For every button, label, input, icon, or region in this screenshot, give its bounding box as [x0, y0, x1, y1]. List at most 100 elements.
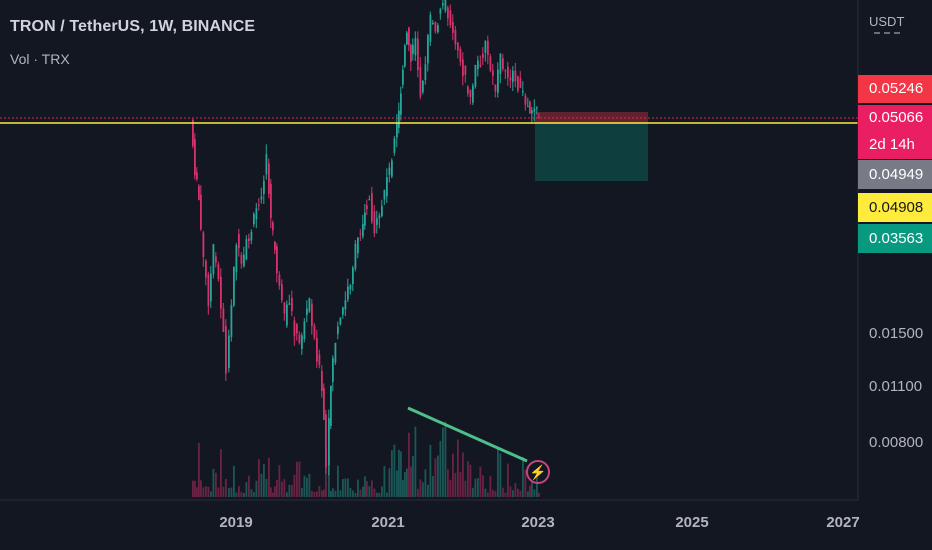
candle-body	[334, 342, 337, 363]
candle-body	[517, 76, 519, 91]
volume-bar	[499, 453, 502, 497]
candle-body	[200, 194, 202, 230]
candle-body	[487, 40, 489, 56]
lightning-icon[interactable]: ⚡	[526, 460, 550, 484]
volume-bar	[439, 441, 442, 497]
volume-bar	[298, 461, 301, 497]
volume-bar	[432, 475, 434, 497]
price-badge-line: 0.04908	[858, 193, 932, 222]
candle-body	[240, 254, 243, 264]
volume-bar	[381, 486, 383, 497]
target-zone	[535, 123, 648, 181]
volume-bar	[265, 478, 268, 497]
volume-bar	[357, 479, 359, 497]
volume-bar	[376, 492, 378, 497]
candle-body	[402, 69, 404, 85]
candle-body	[207, 274, 210, 306]
candle-body	[410, 45, 412, 62]
volume-bar	[334, 490, 337, 497]
candle-body	[321, 370, 323, 392]
volume-bar	[533, 489, 536, 497]
candle-body	[459, 48, 462, 62]
candle-body	[344, 300, 347, 310]
candle-body	[255, 208, 258, 220]
trend-line[interactable]	[407, 406, 528, 463]
volume-bar	[253, 492, 255, 497]
volume-bar	[278, 465, 281, 497]
candle-body	[417, 38, 419, 71]
candle-body	[220, 276, 222, 309]
candle-body	[198, 185, 200, 200]
volume-series	[192, 421, 540, 497]
candle-body	[462, 59, 464, 77]
volume-bar	[467, 461, 469, 497]
candle-body	[538, 116, 540, 118]
candle-body	[492, 70, 494, 76]
volume-bar	[529, 485, 531, 497]
volume-bar	[200, 480, 202, 497]
volume-bar	[388, 468, 391, 497]
candle-body	[306, 308, 308, 315]
candle-body	[260, 196, 263, 200]
candle-body	[422, 80, 424, 93]
volume-bar	[318, 486, 321, 497]
volume-bar	[393, 444, 396, 497]
candle-body	[449, 10, 452, 26]
volume-bar	[339, 490, 342, 497]
volume-legend[interactable]: Vol · TRX	[10, 51, 70, 67]
volume-bar	[412, 456, 414, 497]
volume-bar	[422, 482, 424, 497]
candle-body	[196, 172, 198, 180]
candle-body	[288, 303, 291, 305]
volume-bar	[313, 492, 316, 497]
time-tick: 2019	[219, 514, 253, 531]
volume-bar	[192, 480, 194, 497]
candle-body	[230, 305, 233, 337]
candle-body	[330, 385, 332, 426]
candle-body	[291, 297, 293, 312]
candle-body	[502, 58, 504, 70]
volume-bar	[368, 486, 371, 497]
price-scale-unit[interactable]: USDT	[869, 14, 905, 29]
volume-bar	[225, 478, 227, 497]
candle-body	[514, 70, 517, 82]
candle-body	[313, 325, 316, 338]
candle-body	[332, 358, 334, 382]
price-badge-target: 0.03563	[858, 224, 932, 253]
time-tick: 2021	[371, 514, 405, 531]
volume-bar	[344, 478, 347, 497]
candle-body	[371, 193, 373, 222]
volume-bar	[210, 491, 212, 497]
volume-bar	[303, 475, 306, 497]
candle-body	[396, 122, 398, 138]
candle-body	[270, 183, 272, 219]
candle-body	[484, 41, 487, 53]
price-tick: 0.01100	[869, 378, 923, 395]
volume-bar	[531, 482, 533, 497]
volume-bar	[383, 466, 386, 497]
candle-body	[457, 42, 459, 51]
candle-body	[281, 284, 283, 301]
volume-bar	[457, 439, 459, 497]
candle-body	[337, 326, 339, 334]
candlestick-series	[192, 0, 540, 476]
price-tick: 0.01500	[869, 325, 924, 342]
candle-body	[217, 264, 220, 280]
volume-bar	[527, 491, 529, 497]
volume-bar	[398, 449, 400, 497]
volume-bar	[308, 473, 311, 497]
volume-bar	[429, 444, 432, 497]
candle-body	[301, 335, 303, 350]
volume-bar	[296, 461, 298, 497]
volume-bar	[509, 486, 512, 497]
candle-body	[283, 302, 286, 314]
symbol-title[interactable]: TRON / TetherUS, 1W, BINANCE	[10, 18, 256, 35]
volume-bar	[536, 476, 538, 497]
price-badge-entry: 0.04949	[858, 160, 932, 189]
time-tick: 2027	[826, 514, 860, 531]
candle-body	[325, 414, 327, 468]
volume-bar	[504, 492, 507, 497]
volume-bar	[286, 492, 288, 497]
candle-body	[429, 14, 432, 42]
